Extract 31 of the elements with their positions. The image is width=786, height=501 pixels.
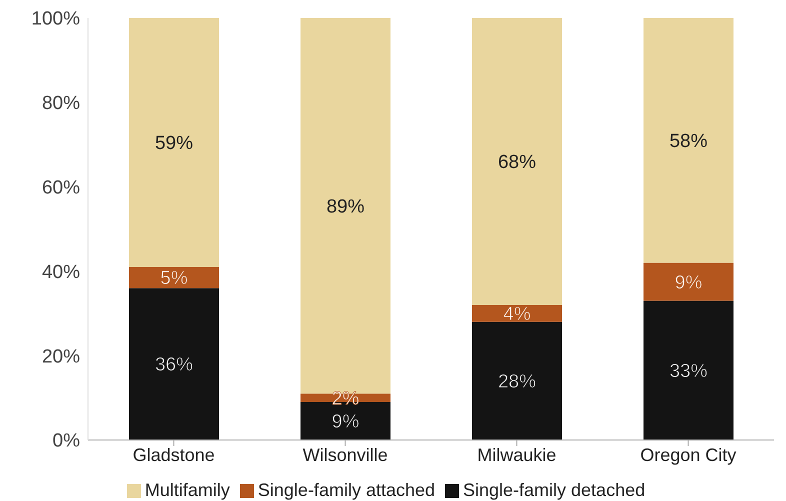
- y-tick-label: 60%: [42, 178, 80, 199]
- bar: [644, 262, 734, 301]
- y-tick-label: 100%: [31, 8, 80, 30]
- y-tick-label: 0%: [52, 430, 80, 452]
- data-label: 33%: [669, 361, 708, 382]
- x-tick-label: Oregon City: [640, 444, 736, 465]
- legend-label: Single-family detached: [463, 480, 646, 500]
- bar: [129, 18, 219, 267]
- bar: [644, 300, 734, 440]
- legend-label: Single-family attached: [258, 480, 435, 500]
- bar: [644, 18, 734, 263]
- x-tick-label: Wilsonville: [302, 444, 388, 465]
- x-tick-label: Gladstone: [132, 444, 215, 465]
- data-label: 9%: [332, 412, 360, 433]
- bar: [129, 288, 219, 440]
- legend-label: Multifamily: [144, 480, 230, 500]
- y-tick-label: 80%: [42, 93, 80, 114]
- y-tick-label: 40%: [42, 262, 80, 283]
- bar: [472, 18, 562, 305]
- data-label: 68%: [498, 152, 536, 174]
- data-label: 28%: [498, 372, 536, 393]
- data-label: 59%: [154, 133, 194, 154]
- data-label: 5%: [160, 268, 188, 290]
- data-label: 89%: [326, 196, 365, 218]
- data-label: 9%: [674, 272, 702, 294]
- x-tick-label: Milwaukie: [477, 444, 556, 465]
- data-label: 4%: [503, 304, 531, 326]
- data-label: 36%: [154, 354, 194, 376]
- bar: [472, 322, 562, 440]
- y-tick-label: 20%: [42, 346, 80, 368]
- data-label: 58%: [669, 131, 708, 152]
